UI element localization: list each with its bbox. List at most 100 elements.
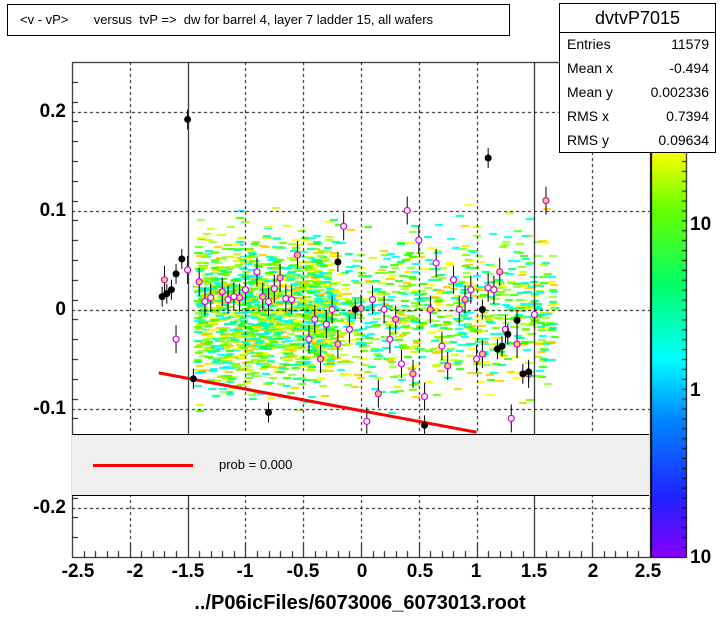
fit-line <box>158 371 477 434</box>
profile-point <box>473 355 481 363</box>
profile-point <box>207 294 215 302</box>
profile-point <box>415 236 423 244</box>
y-tick-label: 0.1 <box>39 200 66 221</box>
profile-point <box>368 296 377 304</box>
x-tick-label: 0 <box>356 561 368 582</box>
stats-row-entries: Entries 11579 <box>560 33 715 57</box>
profile-point <box>507 414 515 422</box>
profile-point <box>484 284 492 292</box>
profile-point <box>334 340 342 348</box>
stats-value: 0.002336 <box>650 84 709 100</box>
stats-value: -0.494 <box>669 60 709 76</box>
black-point <box>513 316 521 324</box>
profile-point <box>444 362 452 370</box>
profile-point <box>438 342 446 350</box>
stats-box: dvtvP7015 Entries 11579 Mean x -0.494 Me… <box>559 3 716 153</box>
legend-text: prob = 0.000 <box>219 457 293 472</box>
profile-point <box>409 370 417 378</box>
profile-point <box>530 310 539 319</box>
stats-row-rms-y: RMS y 0.09634 <box>560 129 715 153</box>
profile-point <box>496 268 504 276</box>
profile-point <box>420 393 429 401</box>
black-point <box>421 421 429 429</box>
black-point <box>178 255 186 263</box>
profile-point <box>288 296 296 304</box>
plot-title: <v - vP> versus tvP => dw for barrel 4, … <box>7 4 510 36</box>
profile-point <box>542 197 550 205</box>
profile-point <box>403 206 411 215</box>
profile-point <box>264 297 273 306</box>
black-point <box>484 154 492 162</box>
x-tick-label: -1 <box>236 561 254 582</box>
profile-point <box>201 297 209 306</box>
profile-point <box>276 274 284 282</box>
profile-point <box>432 259 440 267</box>
profile-point <box>363 417 371 425</box>
profile-point <box>392 315 400 323</box>
black-point <box>334 258 342 266</box>
profile-point <box>340 222 348 230</box>
x-tick-label: -2.5 <box>61 561 95 582</box>
stats-label: Entries <box>567 36 611 52</box>
profile-point <box>478 350 486 358</box>
points-group <box>158 109 550 436</box>
stats-label: Mean y <box>567 84 613 100</box>
profile-point <box>380 305 388 314</box>
stats-label: Mean x <box>567 60 613 76</box>
black-point <box>265 408 273 416</box>
profile-point <box>293 251 302 259</box>
x-tick-label: -0.5 <box>286 561 320 582</box>
profile-point <box>195 278 203 286</box>
y-tick-label: 0.2 <box>39 101 66 122</box>
x-tick-label: 2.5 <box>634 561 662 582</box>
black-point <box>519 370 527 378</box>
profile-point <box>513 340 521 348</box>
y-tick-label: -0.2 <box>33 497 66 518</box>
profile-point <box>305 335 313 343</box>
black-point <box>478 306 486 313</box>
black-point <box>525 368 533 376</box>
profile-point <box>455 305 463 314</box>
profile-point <box>357 304 365 313</box>
profile-point <box>328 305 336 314</box>
legend-box: prob = 0.000 <box>72 434 649 496</box>
stats-label: RMS x <box>567 108 609 124</box>
stats-row-mean-x: Mean x -0.494 <box>560 57 715 81</box>
x-tick-label: 1 <box>470 561 482 582</box>
z-tick-label: 10 <box>690 547 712 568</box>
fit-line-group <box>158 371 477 434</box>
profile-point <box>461 296 469 304</box>
profile-point <box>386 335 394 343</box>
profile-point <box>259 293 267 301</box>
black-point <box>351 306 359 313</box>
stats-value: 0.09634 <box>658 132 709 148</box>
profile-point <box>241 286 249 294</box>
stats-row-mean-y: Mean y 0.002336 <box>560 81 715 105</box>
x-tick-label: -1.5 <box>171 561 205 582</box>
x-tick-label: 0.5 <box>406 561 434 582</box>
legend-line-swatch <box>93 464 193 467</box>
black-point <box>189 375 197 383</box>
stats-label: RMS y <box>567 132 609 148</box>
profile-point <box>160 276 169 284</box>
stats-value: 11579 <box>671 36 709 52</box>
y-tick-label: -0.1 <box>33 398 66 419</box>
profile-point <box>172 335 180 343</box>
black-point <box>184 115 192 123</box>
black-point <box>504 330 512 338</box>
profile-point <box>311 315 319 323</box>
profile-point <box>184 266 192 274</box>
profile-point <box>282 295 290 303</box>
x-tick-label: 2 <box>587 561 599 582</box>
y-tick-label: 0 <box>55 299 66 320</box>
z-tick-label: 1 <box>690 380 701 401</box>
profile-point <box>316 355 325 363</box>
profile-point <box>467 286 475 294</box>
profile-point <box>345 325 354 333</box>
profile-point <box>236 294 244 302</box>
profile-point <box>270 285 278 293</box>
stats-row-rms-x: RMS x 0.7394 <box>560 105 715 129</box>
stats-value: 0.7394 <box>666 108 709 124</box>
black-point <box>163 290 171 298</box>
